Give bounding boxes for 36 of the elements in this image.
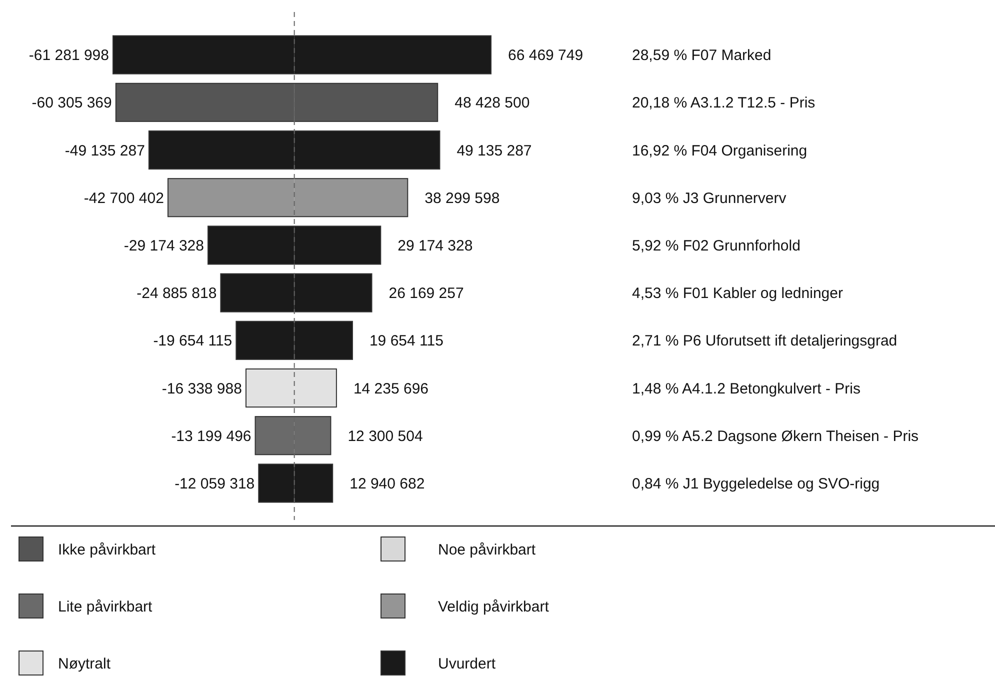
- data-label: -29 174 328: [124, 237, 204, 254]
- y-tick-label: 20,18 % A3.1.2 T12.5 - Pris: [632, 94, 816, 112]
- data-label: 48 428 500: [454, 94, 530, 112]
- data-label: 14 235 696: [353, 380, 429, 398]
- data-label: 12 300 504: [348, 428, 423, 445]
- y-tick-label: 16,92 % F04 Organisering: [632, 142, 808, 160]
- data-label: -60 305 369: [32, 94, 112, 112]
- y-tick-label: 5,92 % F02 Grunnforhold: [632, 237, 800, 254]
- data-label: 26 169 257: [388, 285, 464, 302]
- legend-label: Lite påvirkbart: [58, 598, 154, 616]
- data-label: -16 338 988: [162, 380, 242, 398]
- data-label: -13 199 496: [171, 428, 252, 445]
- legend-label: Uvurdert: [438, 655, 496, 672]
- y-tick-label: 4,53 % F01 Kabler og ledninger: [632, 285, 843, 302]
- data-label: 12 940 682: [350, 475, 425, 492]
- data-label: -12 059 318: [174, 475, 255, 492]
- y-tick-label: 1,48 % A4.1.2 Betongkulvert - Pris: [632, 380, 860, 398]
- y-tick-label: 9,03 % J3 Grunnerverv: [632, 190, 787, 207]
- legend-label: Veldig påvirkbart: [438, 598, 550, 616]
- data-label: -24 885 818: [136, 285, 217, 302]
- data-label: 49 135 287: [456, 142, 532, 160]
- data-label: 29 174 328: [398, 237, 473, 254]
- data-label: 66 469 749: [508, 47, 584, 64]
- y-tick-label: 0,99 % A5.2 Dagsone Økern Theisen - Pris: [632, 428, 919, 445]
- data-label: 19 654 115: [369, 332, 444, 350]
- data-label: -19 654 115: [153, 332, 232, 350]
- data-label: -61 281 998: [28, 47, 109, 64]
- legend-label: Noe påvirkbart: [438, 541, 536, 558]
- y-tick-label: 28,59 % F07 Marked: [632, 47, 772, 64]
- data-label: -42 700 402: [84, 190, 164, 207]
- legend-label: Nøytralt: [58, 655, 112, 672]
- data-label: -49 135 287: [64, 142, 145, 160]
- y-tick-label: 0,84 % J1 Byggeledelse og SVO-rigg: [632, 475, 880, 492]
- data-label: 38 299 598: [424, 190, 500, 207]
- y-tick-label: 2,71 % P6 Uforutsett ift detaljeringsgrad: [632, 332, 898, 350]
- legend-label: Ikke påvirkbart: [58, 541, 156, 558]
